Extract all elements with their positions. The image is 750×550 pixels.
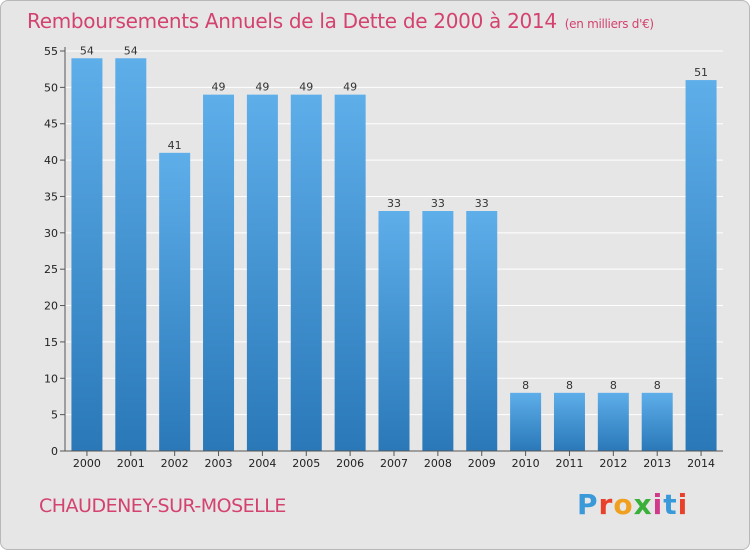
x-tick-label-2004: 2004: [248, 457, 276, 470]
y-tick-label-55: 55: [44, 45, 58, 58]
bar-2012: [597, 392, 629, 451]
bar-2004: [246, 94, 278, 452]
logo-letter: i: [677, 488, 689, 521]
bars: [71, 58, 717, 452]
x-tick-label-2005: 2005: [292, 457, 320, 470]
bar-label-2005: 49: [299, 81, 313, 94]
chart-subtitle: (en milliers d'€): [564, 17, 654, 31]
y-tick-label-10: 10: [44, 372, 58, 385]
axes: [60, 47, 723, 456]
chart-title: Remboursements Annuels de la Dette de 20…: [27, 9, 654, 33]
bar-2007: [378, 211, 410, 451]
x-tick-label-2012: 2012: [599, 457, 627, 470]
bar-label-2014: 51: [694, 66, 708, 79]
bar-2011: [553, 392, 585, 451]
chart-title-text: Remboursements Annuels de la Dette de 20…: [27, 9, 557, 33]
bar-label-2012: 8: [610, 379, 617, 392]
y-tick-label-30: 30: [44, 227, 58, 240]
bar-label-2003: 49: [212, 81, 226, 94]
bar-2005: [290, 94, 322, 452]
logo-letter: P: [577, 488, 599, 521]
x-tick-label-2014: 2014: [687, 457, 715, 470]
logo-letter: i: [652, 488, 664, 521]
x-tick-label-2002: 2002: [161, 457, 189, 470]
x-tick-label-2003: 2003: [205, 457, 233, 470]
y-tick-label-35: 35: [44, 190, 58, 203]
bar-2010: [510, 392, 542, 451]
x-tick-label-2000: 2000: [73, 457, 101, 470]
x-tick-label-2011: 2011: [555, 457, 583, 470]
bar-2008: [422, 211, 454, 451]
bar-2009: [466, 211, 498, 451]
bar-label-2006: 49: [343, 81, 357, 94]
y-tick-label-40: 40: [44, 154, 58, 167]
bar-2001: [115, 58, 147, 451]
bar-label-2008: 33: [431, 197, 445, 210]
y-tick-label-20: 20: [44, 300, 58, 313]
bar-label-2007: 33: [387, 197, 401, 210]
bar-2000: [71, 58, 103, 451]
y-tick-label-0: 0: [51, 445, 58, 458]
bar-label-2004: 49: [255, 81, 269, 94]
labels: 0 5 10 15 20 25 30 35 40 45 50 55 54 2000 54 2001 41 2002…: [44, 44, 715, 470]
bar-2014: [685, 80, 717, 451]
bar-label-2000: 54: [80, 44, 94, 57]
x-tick-label-2010: 2010: [512, 457, 540, 470]
bar-label-2010: 8: [522, 379, 529, 392]
bar-2003: [203, 94, 235, 452]
x-tick-label-2013: 2013: [643, 457, 671, 470]
y-tick-label-50: 50: [44, 81, 58, 94]
logo-letter: r: [598, 488, 614, 521]
bar-label-2001: 54: [124, 44, 138, 57]
logo-letter: x: [633, 488, 653, 521]
proxiti-logo: Proxiti: [577, 488, 688, 521]
bar-2002: [159, 152, 191, 451]
y-tick-label-5: 5: [51, 409, 58, 422]
y-tick-label-25: 25: [44, 263, 58, 276]
logo-letter: t: [663, 488, 678, 521]
commune-name: CHAUDENEY-SUR-MOSELLE: [39, 495, 286, 517]
bar-label-2013: 8: [654, 379, 661, 392]
bar-label-2011: 8: [566, 379, 573, 392]
bar-2006: [334, 94, 366, 452]
bar-label-2009: 33: [475, 197, 489, 210]
x-tick-label-2006: 2006: [336, 457, 364, 470]
x-tick-label-2008: 2008: [424, 457, 452, 470]
x-tick-label-2007: 2007: [380, 457, 408, 470]
y-tick-label-15: 15: [44, 336, 58, 349]
logo-letter: o: [613, 488, 634, 521]
bar-2013: [641, 392, 673, 451]
x-tick-label-2009: 2009: [468, 457, 496, 470]
x-tick-label-2001: 2001: [117, 457, 145, 470]
y-tick-label-45: 45: [44, 118, 58, 131]
bar-label-2002: 41: [168, 139, 182, 152]
